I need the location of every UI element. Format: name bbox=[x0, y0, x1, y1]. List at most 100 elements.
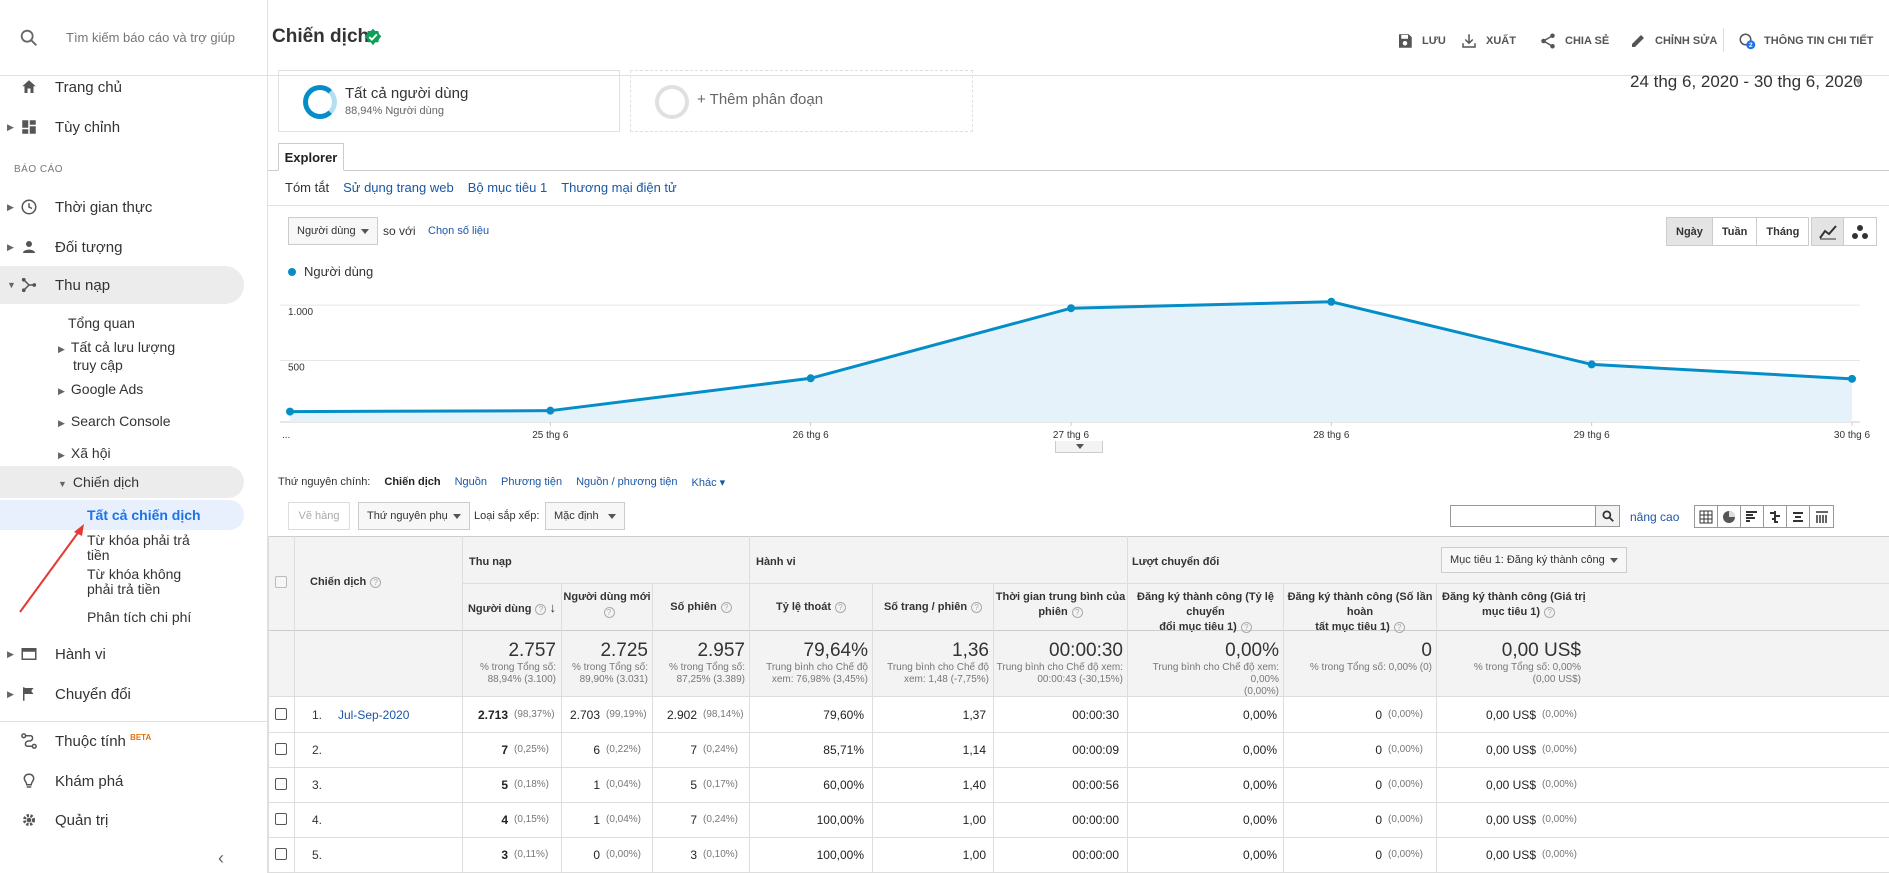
row-checkbox[interactable] bbox=[275, 848, 287, 860]
chevron-down-icon[interactable]: ▼ bbox=[1853, 76, 1864, 88]
col-pages-header[interactable]: Số trang / phiên? bbox=[874, 600, 992, 615]
performance-view-icon[interactable] bbox=[1741, 506, 1764, 527]
motion-chart-icon[interactable] bbox=[1844, 218, 1876, 245]
share-icon bbox=[1541, 33, 1555, 49]
granularity-week[interactable]: Tuần bbox=[1712, 218, 1758, 245]
nav-discover[interactable]: Khám phá bbox=[0, 762, 244, 800]
nav-audience[interactable]: ▶ Đối tượng bbox=[0, 228, 244, 266]
col-duration-header[interactable]: Thời gian trung bình của phiên? bbox=[995, 590, 1126, 620]
metric-dropdown[interactable]: Người dùng bbox=[288, 217, 378, 245]
granularity-month[interactable]: Tháng bbox=[1757, 218, 1809, 245]
nav-attribution[interactable]: Thuộc tính BETA bbox=[0, 722, 244, 760]
camp-all-campaigns[interactable]: Tất cả chiến dịch bbox=[0, 500, 244, 530]
sort-desc-arrow-icon[interactable]: ↓ bbox=[549, 600, 557, 615]
subtab-ecommerce[interactable]: Thương mại điện tử bbox=[561, 180, 677, 195]
campaign-name-link[interactable]: Jul-Sep-2020 bbox=[338, 708, 410, 722]
add-segment-button[interactable]: + Thêm phân đoạn bbox=[630, 70, 973, 132]
row-checkbox[interactable] bbox=[275, 813, 287, 825]
dim-source-medium[interactable]: Nguồn / phương tiện bbox=[576, 476, 678, 488]
pivot-view-icon[interactable] bbox=[1810, 506, 1833, 527]
col-new-users-header[interactable]: Người dùng mới? bbox=[563, 590, 651, 620]
camp-cost-analysis[interactable]: Phân tích chi phí bbox=[87, 609, 192, 625]
help-icon[interactable]: ? bbox=[1240, 621, 1252, 633]
col-value-header[interactable]: Đăng ký thành công (Giá trị mục tiêu 1)? bbox=[1438, 590, 1888, 620]
plot-rows-button[interactable]: Vẽ hàng bbox=[288, 502, 350, 530]
dim-source[interactable]: Nguồn bbox=[454, 476, 488, 488]
advanced-filter-link[interactable]: nâng cao bbox=[1630, 510, 1680, 524]
tab-explorer[interactable]: Explorer bbox=[278, 143, 344, 171]
insights-button[interactable]: 2 THÔNG TIN CHI TIẾT bbox=[1738, 32, 1873, 50]
help-icon[interactable]: ? bbox=[603, 606, 615, 618]
chart-resize-handle[interactable] bbox=[1055, 441, 1103, 453]
pencil-icon bbox=[1632, 35, 1644, 47]
subtab-goal-set-1[interactable]: Bộ mục tiêu 1 bbox=[467, 180, 548, 195]
date-range-picker[interactable]: 24 thg 6, 2020 - 30 thg 6, 2020 bbox=[1630, 72, 1863, 91]
dim-other[interactable]: Khác ▾ bbox=[691, 477, 726, 489]
row-pages: 1,14 bbox=[963, 743, 986, 757]
nav-acquisition[interactable]: ▼ Thu nạp bbox=[0, 266, 244, 304]
term-cloud-view-icon[interactable] bbox=[1787, 506, 1810, 527]
help-icon[interactable]: ? bbox=[720, 601, 732, 613]
row-sess-value: 7 bbox=[690, 743, 697, 757]
dim-medium[interactable]: Phương tiện bbox=[501, 476, 563, 488]
sort-type-dropdown[interactable]: Mặc định bbox=[545, 502, 625, 530]
report-search[interactable]: Tìm kiếm báo cáo và trợ giúp bbox=[0, 0, 267, 76]
segment-all-users[interactable]: Tất cả người dùng 88,94% Người dùng bbox=[278, 70, 620, 132]
row-checkbox[interactable] bbox=[275, 708, 287, 720]
camp-paid-keywords[interactable]: Từ khóa phải trả tiền bbox=[87, 533, 190, 563]
nav-customize[interactable]: ▶ Tùy chỉnh bbox=[0, 108, 244, 146]
nav-behavior[interactable]: ▶ Hành vi bbox=[0, 635, 244, 673]
edit-button[interactable]: CHỈNH SỬA bbox=[1629, 32, 1717, 50]
subtab-summary[interactable]: Tóm tắt bbox=[285, 180, 330, 195]
nav-home[interactable]: Trang chủ bbox=[0, 68, 244, 106]
acq-google-ads[interactable]: ▶ Google Ads bbox=[58, 381, 143, 399]
acq-search-console[interactable]: ▶ Search Console bbox=[58, 413, 171, 431]
help-icon[interactable]: ? bbox=[1071, 606, 1083, 618]
help-icon[interactable]: ? bbox=[1393, 621, 1405, 633]
choose-metric-link[interactable]: Chọn số liệu bbox=[428, 225, 490, 237]
collapse-sidebar-icon[interactable]: ‹ bbox=[218, 848, 224, 868]
dim-campaign[interactable]: Chiến dịch bbox=[384, 476, 441, 488]
comparison-view-icon[interactable] bbox=[1764, 506, 1787, 527]
nav-conversions[interactable]: ▶ Chuyển đổi bbox=[0, 675, 244, 713]
help-icon[interactable]: ? bbox=[1544, 606, 1556, 618]
acq-all-traffic[interactable]: ▶ Tất cả lưu lượng truy cập bbox=[58, 339, 175, 373]
dim-header[interactable]: Chiến dịch? bbox=[310, 576, 382, 588]
col-sessions-header[interactable]: Số phiên? bbox=[654, 600, 748, 615]
help-icon[interactable]: ? bbox=[971, 601, 983, 613]
table-search-button[interactable] bbox=[1596, 505, 1620, 527]
save-button[interactable]: LƯU bbox=[1396, 32, 1446, 50]
secondary-dimension-dropdown[interactable]: Thứ nguyên phụ bbox=[358, 502, 470, 530]
subtab-site-usage[interactable]: Sử dụng trang web bbox=[343, 180, 454, 195]
nav-realtime[interactable]: ▶ Thời gian thực bbox=[0, 188, 244, 226]
help-icon[interactable]: ? bbox=[535, 603, 547, 615]
search-input[interactable]: Tìm kiếm báo cáo và trợ giúp bbox=[66, 30, 235, 45]
table-row: 3. 5 (0,18%) 1 (0,04%) 5 (0,17%) 60,00% 1,40 00:0… bbox=[268, 767, 1889, 802]
help-icon[interactable]: ? bbox=[370, 576, 382, 588]
col-completions-header[interactable]: Đăng ký thành công (Số lần hoàn tất mục t… bbox=[1285, 590, 1435, 635]
acq-social[interactable]: ▶ Xã hội bbox=[58, 445, 111, 463]
total-completions-sub: % trong Tổng số: 0,00% (0) bbox=[1309, 662, 1432, 673]
help-icon[interactable]: ? bbox=[835, 601, 846, 613]
granularity-day[interactable]: Ngày bbox=[1667, 218, 1713, 245]
goal-selector-dropdown[interactable]: Mục tiêu 1: Đăng ký thành công bbox=[1441, 547, 1627, 573]
export-button[interactable]: XUẤT bbox=[1460, 32, 1516, 50]
col-bounce-header[interactable]: Tỷ lệ thoát? bbox=[751, 600, 871, 615]
row-checkbox[interactable] bbox=[275, 778, 287, 790]
nav-admin[interactable]: Quản trị bbox=[0, 801, 244, 839]
row-pages-value: 1,37 bbox=[962, 708, 986, 722]
acq-overview[interactable]: Tổng quan bbox=[68, 315, 135, 331]
col-conv-rate-header[interactable]: Đăng ký thành công (Tỷ lệ chuyển đổi mục … bbox=[1129, 590, 1282, 635]
line-chart-icon[interactable] bbox=[1812, 218, 1844, 245]
row-checkbox[interactable] bbox=[275, 743, 287, 755]
row-new-value: 1 bbox=[593, 778, 600, 792]
camp-organic-keywords[interactable]: Từ khóa không phải trả tiền bbox=[87, 567, 181, 597]
pie-view-icon[interactable] bbox=[1718, 506, 1741, 527]
table-view-icon[interactable] bbox=[1695, 506, 1718, 527]
select-all-checkbox[interactable] bbox=[275, 576, 287, 588]
table-filter-input[interactable] bbox=[1450, 505, 1596, 527]
share-button[interactable]: CHIA SẺ bbox=[1539, 32, 1609, 50]
row-index: 5. bbox=[312, 848, 323, 862]
col-users-header[interactable]: Người dùng? ↓ bbox=[464, 600, 560, 617]
acq-campaigns[interactable]: ▼ Chiến dịch bbox=[58, 474, 139, 492]
